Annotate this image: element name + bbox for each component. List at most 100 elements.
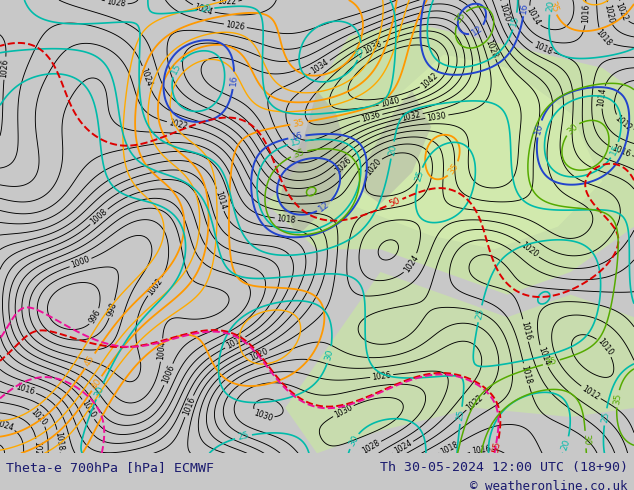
Text: 1034: 1034 xyxy=(309,58,331,76)
Text: 1040: 1040 xyxy=(380,96,401,109)
Text: 35: 35 xyxy=(292,118,306,128)
Text: 1014: 1014 xyxy=(597,87,608,107)
Text: 1020: 1020 xyxy=(519,241,540,260)
Text: 1012: 1012 xyxy=(224,334,246,351)
Text: 1024: 1024 xyxy=(139,66,154,87)
Text: 25: 25 xyxy=(456,409,466,421)
Text: 1002: 1002 xyxy=(146,276,164,297)
Text: 25: 25 xyxy=(354,45,366,58)
Text: 1016: 1016 xyxy=(611,144,632,159)
Text: 1030: 1030 xyxy=(427,111,447,122)
Text: 20: 20 xyxy=(545,0,556,12)
Text: 1022: 1022 xyxy=(614,1,630,23)
Text: 1026: 1026 xyxy=(372,370,392,382)
Text: 1018: 1018 xyxy=(519,364,533,385)
Text: 50: 50 xyxy=(387,196,401,209)
Text: 1012: 1012 xyxy=(580,384,601,402)
Text: 1018: 1018 xyxy=(53,431,65,451)
Text: 15: 15 xyxy=(609,143,622,157)
Text: © weatheronline.co.uk: © weatheronline.co.uk xyxy=(470,480,628,490)
Text: 1036: 1036 xyxy=(361,110,382,124)
Text: 1024: 1024 xyxy=(402,253,420,274)
Text: 1024: 1024 xyxy=(0,419,15,433)
Text: 1018: 1018 xyxy=(594,28,614,48)
Text: 30: 30 xyxy=(324,348,335,361)
Text: 35: 35 xyxy=(545,356,558,368)
Text: 1016: 1016 xyxy=(581,4,591,24)
Text: 1014: 1014 xyxy=(536,345,551,367)
Text: 20: 20 xyxy=(560,438,573,452)
Text: 16: 16 xyxy=(290,131,303,142)
Text: 1016: 1016 xyxy=(15,382,36,397)
Text: 1004: 1004 xyxy=(157,340,167,360)
Text: 25: 25 xyxy=(413,169,425,183)
Text: 12: 12 xyxy=(317,200,332,214)
Text: 30: 30 xyxy=(93,384,106,398)
Text: 25: 25 xyxy=(237,431,250,442)
Text: 25: 25 xyxy=(474,307,486,320)
Text: 35: 35 xyxy=(453,11,467,25)
Text: 1030: 1030 xyxy=(252,408,273,423)
Text: 15: 15 xyxy=(510,15,521,28)
Text: 1016: 1016 xyxy=(519,320,533,341)
Text: 1020: 1020 xyxy=(497,1,511,23)
Text: 998: 998 xyxy=(106,301,119,318)
Text: 1010: 1010 xyxy=(79,399,97,420)
Text: 1016: 1016 xyxy=(471,444,491,456)
Polygon shape xyxy=(361,91,431,204)
Text: 1026: 1026 xyxy=(225,20,245,32)
Text: 1020: 1020 xyxy=(29,407,48,427)
Polygon shape xyxy=(285,272,634,453)
Text: 1020: 1020 xyxy=(364,156,383,177)
Text: 1018: 1018 xyxy=(439,440,460,456)
Text: 1028: 1028 xyxy=(484,38,499,59)
Text: 35: 35 xyxy=(447,162,461,176)
Text: 55: 55 xyxy=(492,441,503,454)
Text: 16: 16 xyxy=(533,122,545,136)
Text: 1024: 1024 xyxy=(193,2,214,17)
Text: 1016: 1016 xyxy=(181,395,197,417)
Text: Theta-e 700hPa [hPa] ECMWF: Theta-e 700hPa [hPa] ECMWF xyxy=(6,462,214,474)
Text: 1012: 1012 xyxy=(613,114,633,133)
Text: 1018: 1018 xyxy=(276,214,296,224)
Text: 1032: 1032 xyxy=(401,110,422,122)
Text: 15: 15 xyxy=(290,137,303,148)
Text: 30: 30 xyxy=(565,122,579,136)
Text: 12: 12 xyxy=(470,24,484,38)
Text: 1026: 1026 xyxy=(333,155,354,175)
Text: 1022: 1022 xyxy=(168,118,188,131)
Text: 1038: 1038 xyxy=(362,39,383,55)
Text: 996: 996 xyxy=(87,308,103,325)
Text: 1022: 1022 xyxy=(465,392,485,412)
Text: 1028: 1028 xyxy=(361,438,382,456)
Text: 1008: 1008 xyxy=(89,207,109,226)
Polygon shape xyxy=(349,54,602,249)
Text: 1022: 1022 xyxy=(217,0,236,7)
Text: 35: 35 xyxy=(292,147,306,160)
Text: 1022: 1022 xyxy=(32,441,41,460)
Text: 1014: 1014 xyxy=(524,6,541,27)
Text: 1030: 1030 xyxy=(333,402,354,419)
Text: 1018: 1018 xyxy=(533,41,553,56)
Text: 20: 20 xyxy=(200,4,212,14)
Text: 16: 16 xyxy=(229,74,238,86)
Text: 1026: 1026 xyxy=(0,58,10,78)
Text: Th 30-05-2024 12:00 UTC (18+90): Th 30-05-2024 12:00 UTC (18+90) xyxy=(380,462,628,474)
Text: 1042: 1042 xyxy=(419,71,439,90)
Polygon shape xyxy=(266,23,634,294)
Text: 1020: 1020 xyxy=(248,347,269,363)
Polygon shape xyxy=(279,91,349,236)
Text: 30: 30 xyxy=(347,434,361,448)
Text: 1028: 1028 xyxy=(106,0,126,9)
Text: 15: 15 xyxy=(169,62,183,76)
Text: 40: 40 xyxy=(90,376,103,391)
Text: 1020: 1020 xyxy=(602,3,615,24)
Text: 1024: 1024 xyxy=(392,439,413,456)
Text: 1006: 1006 xyxy=(160,364,176,385)
Text: 20: 20 xyxy=(387,144,398,156)
Text: 1014: 1014 xyxy=(213,190,228,211)
Text: 35: 35 xyxy=(547,0,560,13)
Text: 35: 35 xyxy=(612,392,623,405)
Text: 16: 16 xyxy=(519,1,529,14)
Text: 25: 25 xyxy=(600,411,611,423)
